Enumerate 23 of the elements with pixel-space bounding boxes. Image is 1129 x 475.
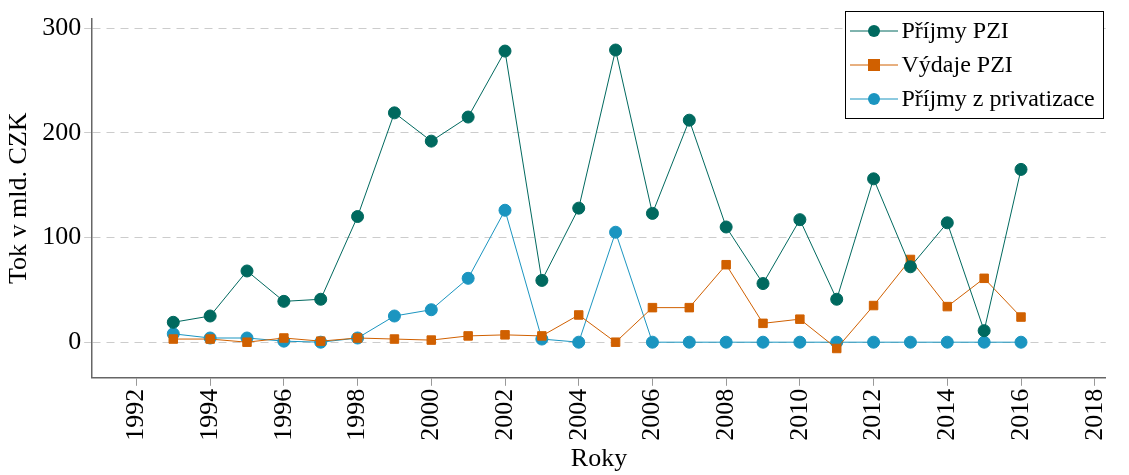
y-tick-label: 100 bbox=[42, 221, 82, 251]
x-tick-label: 2008 bbox=[709, 388, 739, 441]
y-tick-label: 300 bbox=[42, 11, 82, 41]
y-axis-title: Tok v mld. CZK bbox=[3, 112, 33, 284]
x-tick-label: 2002 bbox=[488, 388, 518, 441]
x-tick-label: 2004 bbox=[562, 388, 592, 441]
x-tick-label: 1994 bbox=[193, 388, 223, 441]
y-tick-label: 200 bbox=[42, 116, 82, 146]
legend-label: Výdaje PZI bbox=[900, 51, 1013, 79]
x-tick-label: 2000 bbox=[415, 388, 445, 441]
x-tick-label: 2010 bbox=[783, 388, 813, 441]
x-tick-label: 1998 bbox=[341, 388, 371, 441]
x-tick-label: 2016 bbox=[1004, 388, 1034, 441]
x-tick-label: 1996 bbox=[267, 388, 297, 441]
x-axis-title: Roky bbox=[570, 443, 628, 473]
x-tick-label: 2006 bbox=[636, 388, 666, 441]
x-tick-label: 1992 bbox=[120, 388, 150, 441]
x-tick-label: 2014 bbox=[931, 388, 961, 441]
x-tick-label: 2012 bbox=[857, 388, 887, 441]
legend-label: Příjmy z privatizace bbox=[900, 85, 1095, 113]
legend-label: Příjmy PZI bbox=[900, 17, 1009, 45]
y-tick-label: 0 bbox=[68, 326, 82, 356]
x-tick-label: 2018 bbox=[1078, 388, 1108, 441]
